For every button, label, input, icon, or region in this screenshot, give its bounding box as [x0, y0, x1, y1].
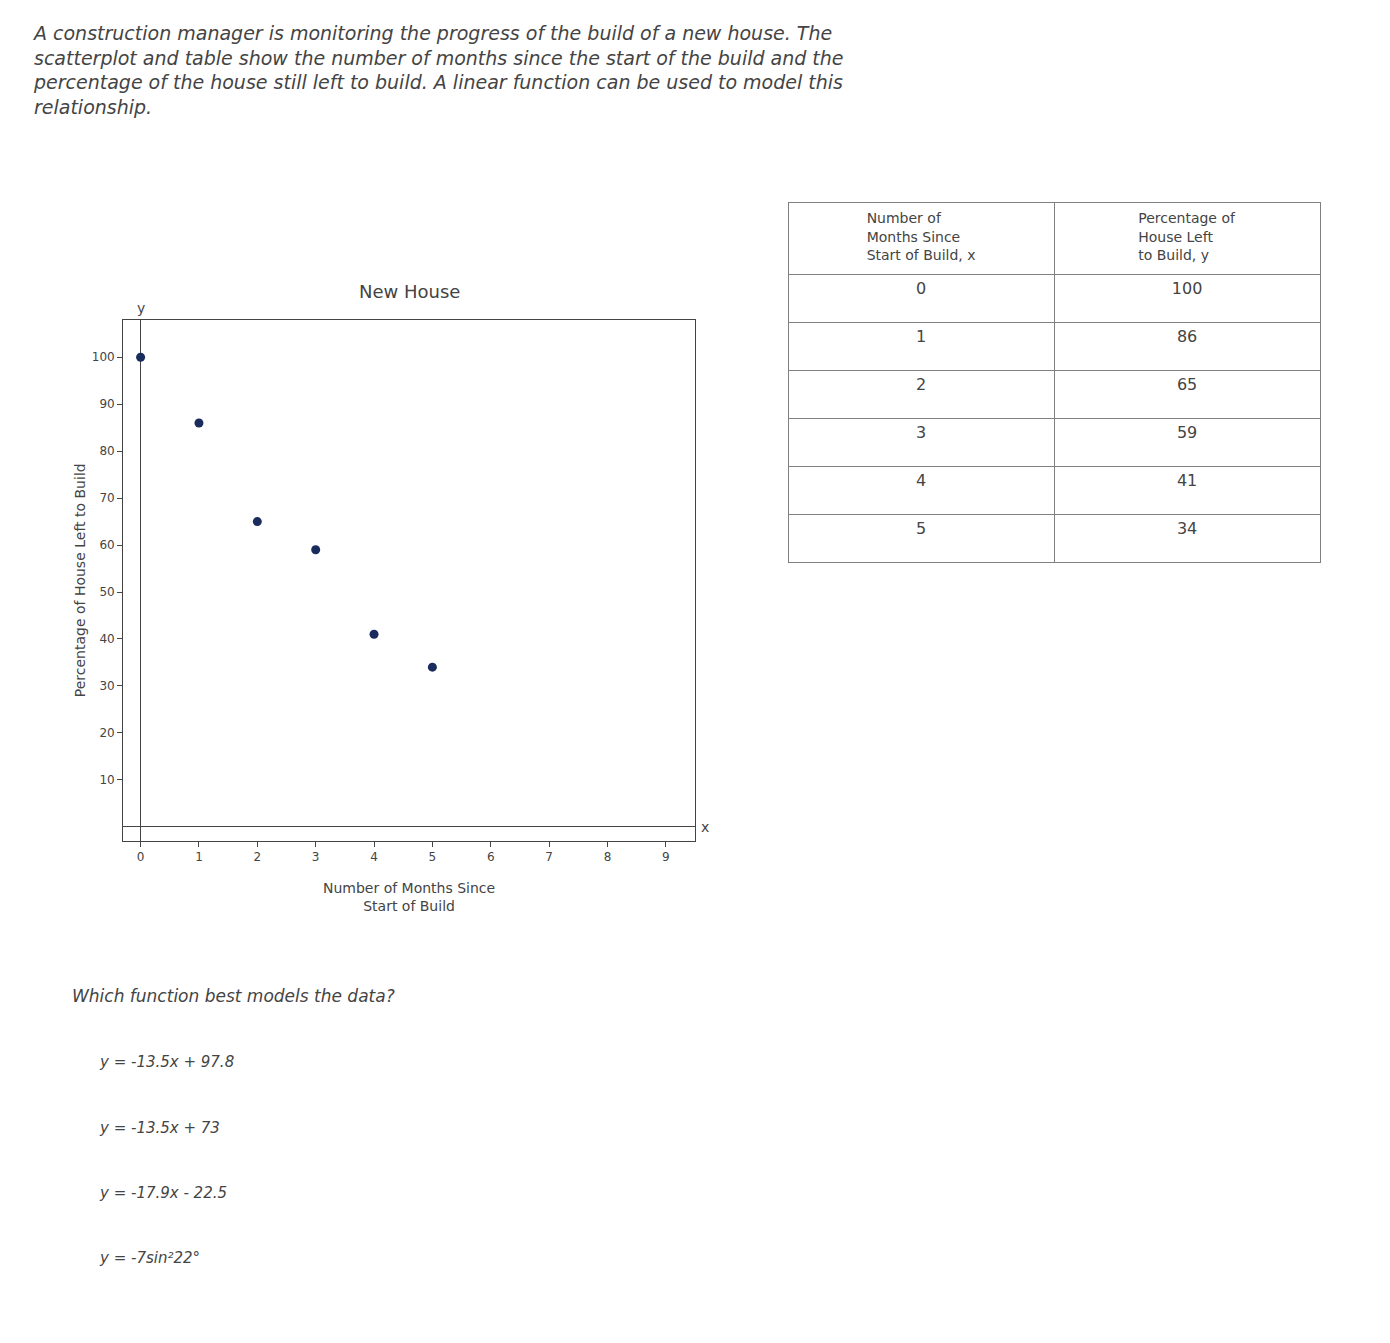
svg-text:41: 41 — [1177, 471, 1197, 490]
svg-text:y = -13.5x + 73: y = -13.5x + 73 — [99, 1119, 220, 1137]
svg-text:1: 1 — [195, 850, 203, 864]
svg-text:9: 9 — [662, 850, 670, 864]
svg-text:y = -17.9x - 22.5: y = -17.9x - 22.5 — [99, 1184, 227, 1202]
svg-text:40: 40 — [99, 632, 114, 646]
svg-text:5: 5 — [916, 519, 926, 538]
svg-text:86: 86 — [1177, 327, 1197, 346]
svg-text:4: 4 — [370, 850, 378, 864]
svg-text:100: 100 — [1172, 279, 1203, 298]
svg-text:Percentage of House Left to Bu: Percentage of House Left to Build — [72, 463, 88, 697]
svg-text:2: 2 — [253, 850, 261, 864]
svg-text:x: x — [701, 819, 709, 835]
svg-text:80: 80 — [99, 444, 114, 458]
svg-text:0: 0 — [916, 279, 926, 298]
svg-text:3: 3 — [916, 423, 926, 442]
svg-text:5: 5 — [429, 850, 437, 864]
svg-text:Percentage ofHouse Leftto Buil: Percentage ofHouse Leftto Build, y — [1138, 210, 1236, 262]
svg-text:2: 2 — [916, 375, 926, 394]
svg-text:20: 20 — [99, 726, 114, 740]
svg-text:y = -13.5x + 97.8: y = -13.5x + 97.8 — [99, 1053, 234, 1071]
svg-text:70: 70 — [99, 491, 114, 505]
svg-text:Number of Months SinceStart of: Number of Months SinceStart of Build — [323, 880, 495, 914]
svg-text:Which function best models the: Which function best models the data? — [72, 986, 395, 1006]
svg-text:59: 59 — [1177, 423, 1197, 442]
svg-text:y = -7sin²22°: y = -7sin²22° — [99, 1249, 200, 1267]
svg-text:34: 34 — [1177, 519, 1197, 538]
svg-text:Number ofMonths SinceStart of: Number ofMonths SinceStart of Build, x — [867, 210, 976, 262]
svg-text:3: 3 — [312, 850, 320, 864]
svg-text:60: 60 — [99, 538, 114, 552]
svg-text:10: 10 — [99, 773, 114, 787]
svg-text:A construction manager is moni: A construction manager is monitoring the… — [32, 22, 844, 118]
svg-text:50: 50 — [99, 585, 114, 599]
svg-text:1: 1 — [916, 327, 926, 346]
svg-text:New House: New House — [359, 281, 460, 302]
svg-text:8: 8 — [604, 850, 612, 864]
svg-text:y: y — [137, 300, 145, 316]
svg-text:7: 7 — [545, 850, 553, 864]
svg-text:4: 4 — [916, 471, 926, 490]
svg-text:30: 30 — [99, 679, 114, 693]
svg-text:100: 100 — [92, 350, 115, 364]
svg-text:90: 90 — [99, 397, 114, 411]
svg-text:6: 6 — [487, 850, 495, 864]
svg-text:65: 65 — [1177, 375, 1197, 394]
svg-text:0: 0 — [137, 850, 145, 864]
